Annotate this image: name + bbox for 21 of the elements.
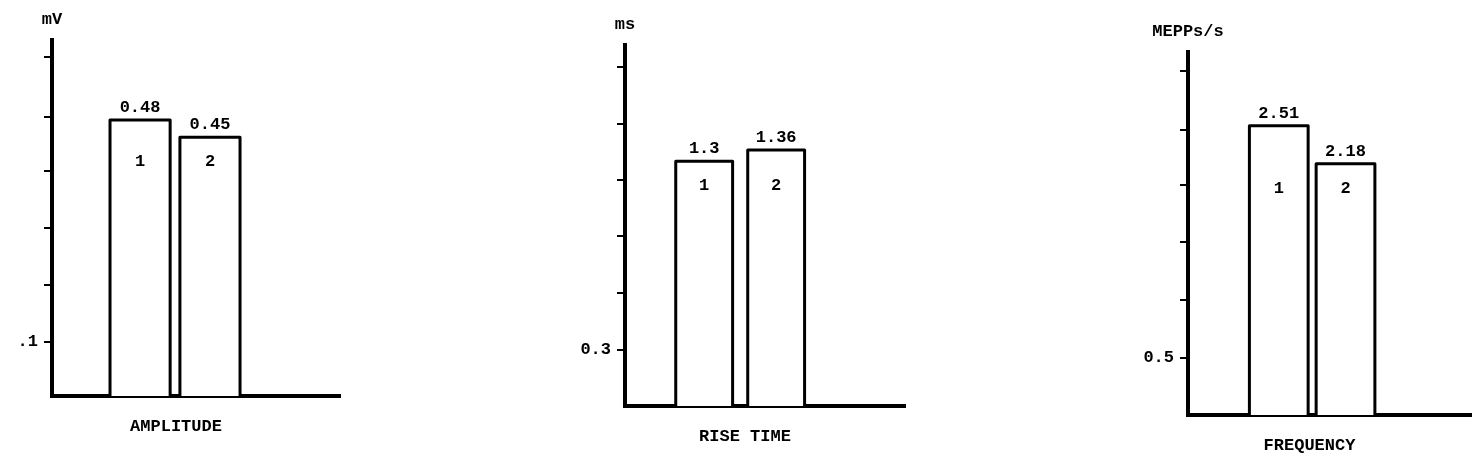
y-axis-title: ms [614,14,636,34]
x-axis-title: AMPLITUDE [130,416,222,436]
data-label: 1.3 [688,139,720,159]
text: .1 [17,332,38,352]
data-label: 0.48 [119,97,161,117]
data-label: 1.36 [755,127,797,147]
x-tick-label: 1 [1273,178,1284,198]
data-label: 2.18 [1325,141,1366,161]
x-axis-title: FREQUENCY [1263,435,1357,455]
x-tick-label: 2 [771,176,782,196]
x-axis-title: RISE TIME [699,426,791,446]
text: 0.3 [580,340,611,360]
x-tick-label: 2 [204,152,216,172]
x-tick-label: 1 [134,152,146,172]
y-axis-title: mV [41,9,63,29]
data-label: 2.51 [1258,103,1300,123]
text: 0.5 [1143,348,1174,368]
x-tick-label: 1 [699,176,710,196]
y-axis-title: MEPPs/s [1152,21,1224,41]
x-tick-label: 2 [1340,178,1351,198]
data-label: 0.45 [189,115,231,135]
